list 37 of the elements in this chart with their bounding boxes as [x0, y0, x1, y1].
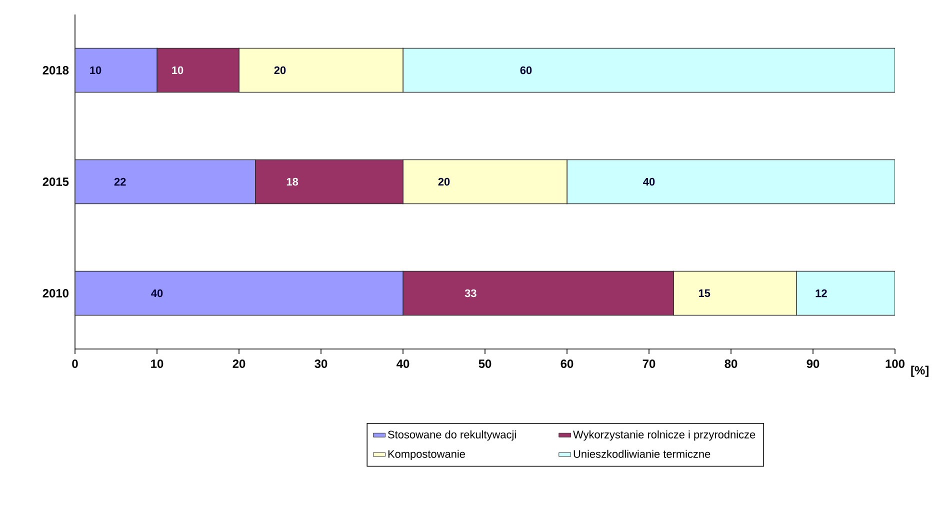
data-label: 18: [286, 178, 298, 186]
bar: [402, 48, 896, 93]
x-tick-label: 60: [560, 360, 574, 368]
x-tick-label: 30: [314, 360, 328, 368]
data-label: 22: [114, 178, 126, 186]
bar: [75, 270, 404, 316]
x-tick-label: 80: [724, 360, 738, 368]
data-label: 33: [464, 289, 476, 298]
x-tick-label: 10: [151, 360, 164, 368]
legend-label: Wykorzystanie rolnicze i przyrodnicze: [573, 430, 756, 441]
y-tick-label: 2010: [42, 289, 68, 298]
x-tick-label: 40: [396, 360, 410, 368]
bar: [796, 270, 896, 316]
data-label: 12: [816, 289, 827, 298]
x-axis-title: [%]: [911, 366, 928, 377]
legend-label: Unieszkodliwianie termiczne: [574, 450, 710, 458]
x-tick-label: 50: [478, 360, 492, 368]
x-tick-label: 90: [806, 360, 820, 368]
data-label: 60: [520, 66, 532, 74]
data-label: 40: [643, 178, 655, 186]
y-tick-label: 2015: [42, 178, 69, 186]
x-tick-label: 100: [886, 360, 904, 368]
data-label: 10: [172, 66, 184, 74]
x-tick-label: 0: [72, 360, 78, 368]
x-tick-label: 70: [642, 360, 656, 368]
legend-label: Stosowane do rekultywacji: [388, 430, 516, 441]
data-label: 20: [274, 66, 286, 74]
legend-label: Kompostowanie: [388, 450, 465, 460]
y-tick-label: 2018: [42, 66, 69, 74]
data-label: 10: [90, 66, 102, 74]
bar: [566, 159, 896, 204]
data-label: 15: [698, 289, 710, 298]
x-tick-label: 20: [232, 360, 246, 368]
bar: [75, 48, 158, 93]
data-label: 20: [438, 178, 450, 186]
data-label: 40: [151, 289, 163, 298]
bar: [75, 159, 256, 204]
